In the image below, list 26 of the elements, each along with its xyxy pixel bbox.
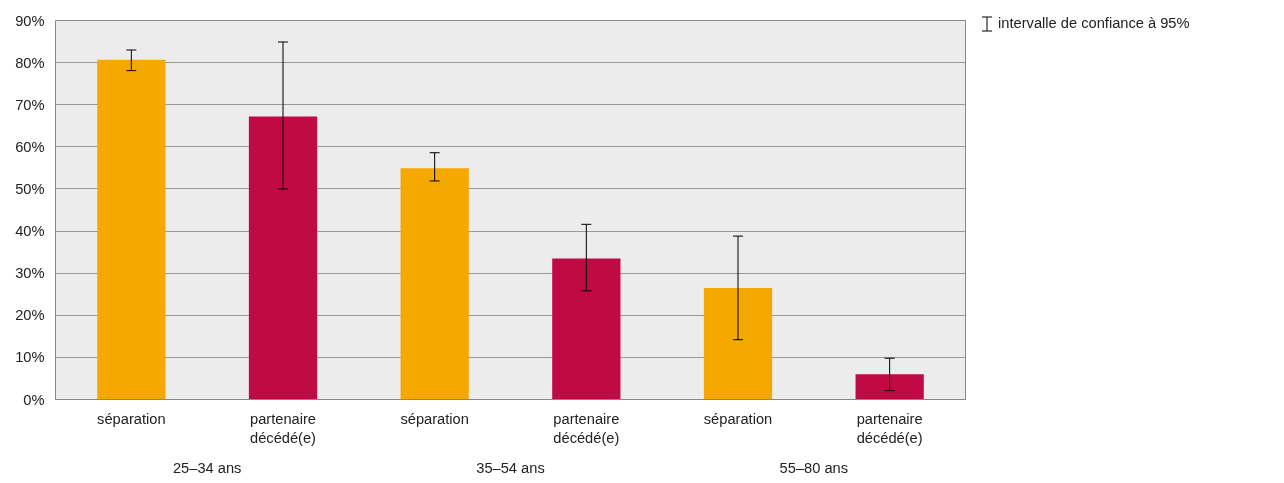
y-tick-label: 20% [15, 307, 45, 324]
x-tick-label: séparation [703, 410, 773, 427]
text: 55–80 ans [779, 459, 849, 476]
bar [97, 59, 166, 400]
x-tick-label: partenaire décédé(e) [856, 410, 923, 446]
y-tick-label: 0% [23, 391, 45, 408]
y-tick-label: 50% [15, 180, 45, 197]
bar [703, 287, 773, 400]
text: 25–34 ans [172, 459, 242, 476]
x-tick-label: partenaire décédé(e) [250, 410, 316, 446]
x-tick-label: séparation [400, 410, 469, 427]
y-tick-label: 70% [15, 96, 45, 113]
y-tick-label: 90% [15, 12, 45, 29]
x-tick-label: partenaire décédé(e) [553, 410, 620, 446]
y-tick-label: 60% [15, 138, 45, 155]
bar [400, 168, 469, 400]
text: 35–54 ans [476, 459, 545, 476]
legend-title: intervalle de confiance à 95% [998, 15, 1190, 31]
y-tick-label: 10% [15, 349, 45, 366]
x-tick-label: séparation [97, 410, 166, 427]
y-tick-label: 80% [15, 54, 45, 71]
bar [552, 258, 621, 400]
y-tick-label: 30% [15, 265, 45, 282]
bar [855, 374, 924, 400]
y-tick-label: 40% [15, 223, 45, 240]
bar [248, 116, 318, 400]
